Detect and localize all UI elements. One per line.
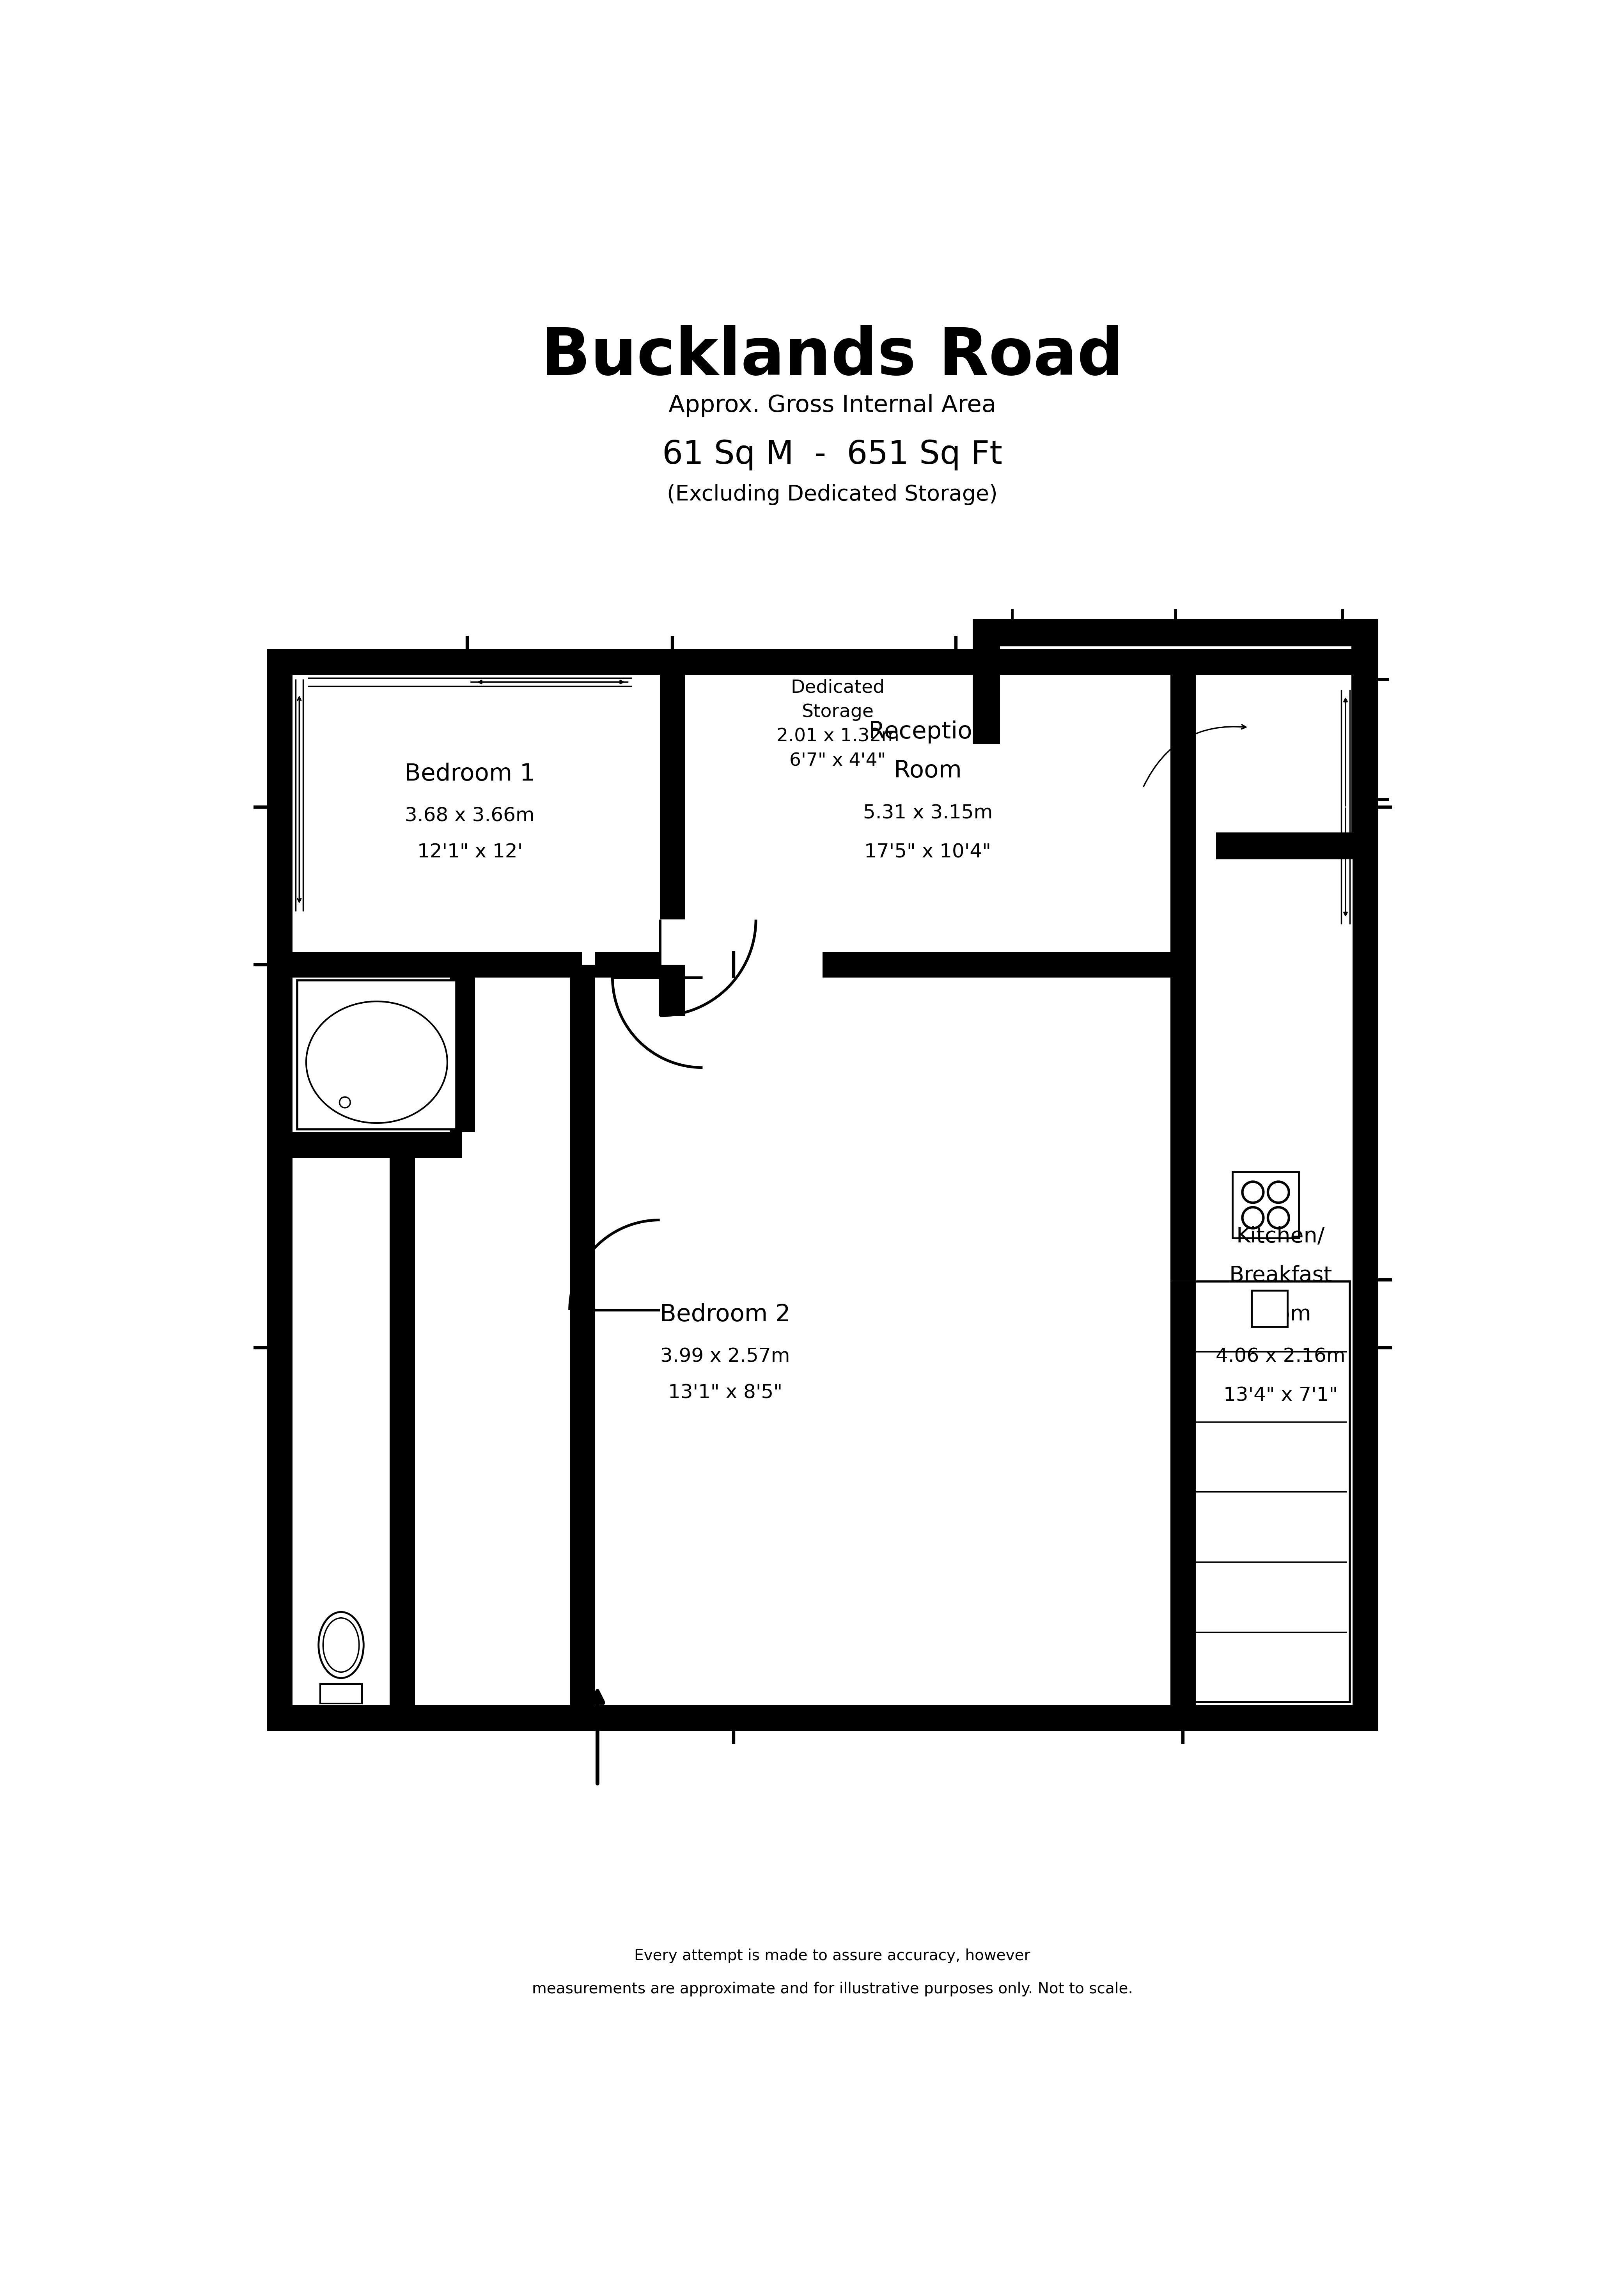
Text: Bedroom 2: Bedroom 2 (659, 1303, 791, 1326)
Text: 5.31 x 3.15m: 5.31 x 3.15m (862, 803, 992, 822)
Bar (1189, 1282, 1350, 1702)
Ellipse shape (318, 1611, 364, 1677)
Bar (823, 952, 1182, 977)
Text: Approx. Gross Internal Area: Approx. Gross Internal Area (669, 395, 996, 418)
Bar (266, 650, 292, 1730)
Text: 13'1" x 8'5": 13'1" x 8'5" (667, 1383, 783, 1401)
Bar (320, 1684, 362, 1705)
Bar (1171, 1280, 1195, 1730)
Bar (1233, 1173, 1299, 1239)
Bar (596, 952, 659, 977)
Bar (292, 1132, 463, 1157)
Text: Room: Room (893, 760, 961, 783)
Bar (390, 1146, 416, 1705)
Text: Room: Room (1250, 1303, 1312, 1326)
Bar (266, 650, 1379, 675)
Text: (Excluding Dedicated Storage): (Excluding Dedicated Storage) (667, 484, 997, 504)
Bar (570, 965, 596, 1705)
Ellipse shape (323, 1618, 359, 1673)
Text: 4.06 x 2.16m: 4.06 x 2.16m (1216, 1346, 1346, 1367)
Text: 12'1" x 12': 12'1" x 12' (417, 842, 523, 860)
Bar (1171, 675, 1195, 1280)
Text: 3.99 x 2.57m: 3.99 x 2.57m (661, 1346, 789, 1367)
Bar (973, 618, 1000, 744)
Bar (1216, 833, 1379, 860)
Text: 61 Sq M  -  651 Sq Ft: 61 Sq M - 651 Sq Ft (663, 438, 1002, 470)
Bar (1351, 618, 1379, 860)
Text: Every attempt is made to assure accuracy, however: Every attempt is made to assure accuracy… (635, 1949, 1030, 1963)
Text: Reception: Reception (869, 721, 987, 744)
Text: Dedicated
Storage
2.01 x 1.32m
6'7" x 4'4": Dedicated Storage 2.01 x 1.32m 6'7" x 4'… (776, 680, 900, 769)
Bar (450, 977, 476, 1132)
Text: Bucklands Road: Bucklands Road (541, 324, 1124, 388)
Text: Bedroom 1: Bedroom 1 (404, 762, 534, 785)
Text: Breakfast: Breakfast (1229, 1264, 1332, 1287)
Text: measurements are approximate and for illustrative purposes only. Not to scale.: measurements are approximate and for ill… (531, 1981, 1134, 1997)
Text: 17'5" x 10'4": 17'5" x 10'4" (864, 842, 991, 860)
Bar (973, 618, 1379, 646)
Text: 3.68 x 3.66m: 3.68 x 3.66m (404, 806, 534, 826)
Bar (266, 1705, 1379, 1730)
Bar (659, 675, 685, 920)
Bar (659, 965, 685, 1015)
Bar (1252, 1292, 1288, 1326)
Bar (1353, 650, 1379, 1730)
Ellipse shape (307, 1002, 447, 1123)
Bar (292, 952, 583, 977)
Text: 13'4" x 7'1": 13'4" x 7'1" (1223, 1387, 1338, 1406)
Text: Kitchen/: Kitchen/ (1236, 1225, 1325, 1246)
Bar (297, 981, 456, 1130)
